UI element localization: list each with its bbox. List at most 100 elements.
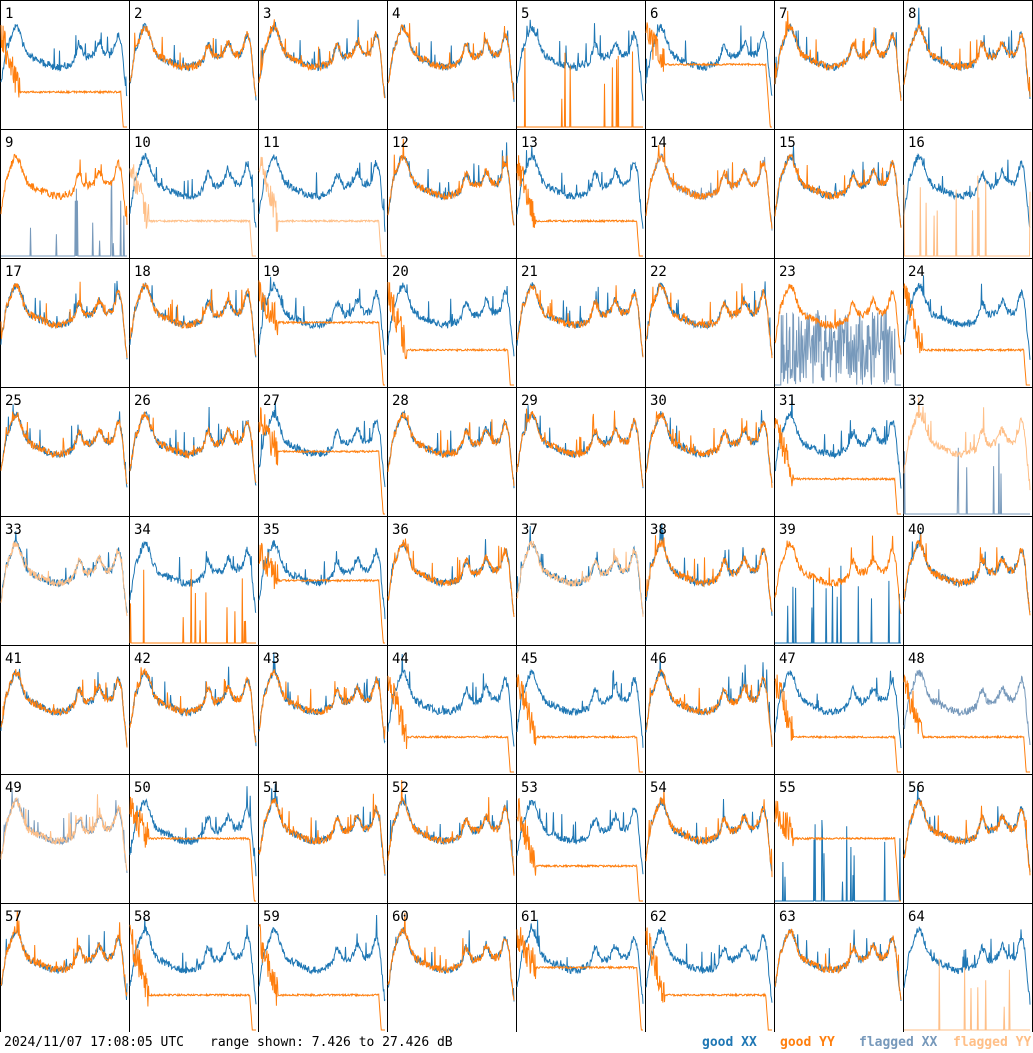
panel-60: 60 [387, 903, 517, 1032]
panel-31: 31 [774, 387, 904, 517]
panel-label: 8 [908, 6, 916, 22]
panel-43: 43 [258, 645, 388, 775]
panel-56: 56 [903, 774, 1033, 904]
xx-trace [775, 310, 901, 386]
panel-label: 7 [779, 6, 787, 22]
panel-label: 41 [5, 651, 22, 667]
yy-trace [904, 958, 1030, 1031]
panel-label: 34 [134, 522, 151, 538]
yy-trace [516, 284, 644, 358]
panel-57: 57 [0, 903, 130, 1032]
yy-trace [774, 535, 902, 615]
panel-label: 2 [134, 6, 142, 22]
panel-label: 6 [650, 6, 658, 22]
yy-trace [258, 407, 385, 515]
yy-trace [903, 24, 1031, 97]
panel-25: 25 [0, 387, 130, 517]
panel-label: 18 [134, 264, 151, 280]
panel-label: 13 [521, 135, 538, 151]
yy-trace [516, 674, 643, 773]
panel-22: 22 [645, 258, 775, 388]
panel-label: 31 [779, 393, 796, 409]
panel-label: 52 [392, 780, 409, 796]
panel-label: 62 [650, 909, 667, 925]
yy-trace [129, 283, 257, 356]
yy-trace [774, 153, 902, 228]
yy-trace [129, 667, 257, 743]
yy-trace [258, 542, 385, 644]
yy-trace [129, 568, 256, 644]
yy-trace [774, 283, 902, 355]
panel-label: 9 [5, 135, 13, 151]
panel-label: 5 [521, 6, 529, 22]
panel-64: 64 [903, 903, 1033, 1032]
panel-frame [645, 387, 775, 517]
panel-label: 39 [779, 522, 796, 538]
panel-53: 53 [516, 774, 646, 904]
panel-label: 1 [5, 6, 13, 22]
panel-frame [258, 903, 388, 1032]
panel-49: 49 [0, 774, 130, 904]
yy-trace [387, 281, 514, 386]
xx-trace [903, 153, 1031, 228]
panel-48: 48 [903, 645, 1033, 775]
panel-59: 59 [258, 903, 388, 1032]
panel-28: 28 [387, 387, 517, 517]
yy-trace [0, 25, 127, 128]
panel-19: 19 [258, 258, 388, 388]
panel-frame [387, 645, 517, 775]
panel-label: 10 [134, 135, 151, 151]
xx-trace [387, 282, 515, 357]
panel-39: 39 [774, 516, 904, 646]
panel-label: 25 [5, 393, 22, 409]
yy-trace [387, 138, 515, 226]
xx-trace [258, 539, 386, 620]
panel-32: 32 [903, 387, 1033, 517]
xx-trace [903, 669, 1031, 746]
panel-label: 4 [392, 6, 400, 22]
yy-trace [645, 22, 772, 128]
panel-label: 57 [5, 909, 22, 925]
panel-label: 49 [5, 780, 22, 796]
yy-trace [903, 283, 1030, 386]
panel-20: 20 [387, 258, 517, 388]
panel-label: 61 [521, 909, 538, 925]
xx-trace [903, 926, 1031, 1005]
panel-label: 14 [650, 135, 667, 151]
panel-label: 45 [521, 651, 538, 667]
panel-55: 55 [774, 774, 904, 904]
yy-trace [387, 412, 515, 486]
yy-trace [387, 912, 515, 1001]
panel-label: 50 [134, 780, 151, 796]
legend-good-xx: good XX [702, 1035, 757, 1050]
panel-40: 40 [903, 516, 1033, 646]
yy-trace [516, 155, 643, 257]
panel-label: 56 [908, 780, 925, 796]
panel-7: 7 [774, 0, 904, 130]
xx-trace [258, 400, 386, 488]
panel-61: 61 [516, 903, 646, 1032]
panel-5: 5 [516, 0, 646, 130]
yy-trace [0, 910, 128, 998]
panel-6: 6 [645, 0, 775, 130]
panel-label: 42 [134, 651, 151, 667]
xx-trace [129, 152, 257, 228]
yy-trace [258, 793, 386, 875]
panel-52: 52 [387, 774, 517, 904]
panel-label: 38 [650, 522, 667, 538]
panel-label: 28 [392, 393, 409, 409]
xx-trace [516, 799, 644, 875]
yy-trace [903, 534, 1031, 616]
panel-41: 41 [0, 645, 130, 775]
xx-trace [903, 443, 1030, 515]
panel-label: 20 [392, 264, 409, 280]
panel-label: 27 [263, 393, 280, 409]
panel-label: 29 [521, 393, 538, 409]
panel-label: 11 [263, 135, 280, 151]
panel-frame [129, 129, 259, 259]
yy-trace [129, 164, 256, 257]
timestamp: 2024/11/07 17:08:05 UTC [4, 1035, 185, 1050]
footer: 2024/11/07 17:08:05 UTC range shown: 7.4… [0, 1032, 1033, 1053]
range-label: range shown: 7.426 to 27.426 dB [210, 1035, 453, 1050]
panel-47: 47 [774, 645, 904, 775]
